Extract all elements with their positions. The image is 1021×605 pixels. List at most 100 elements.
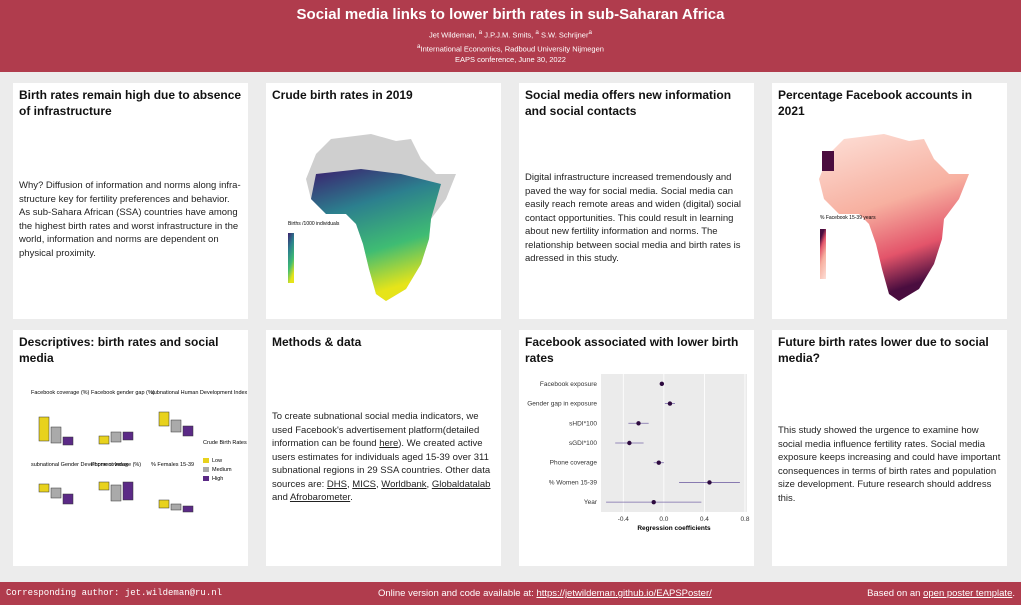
text: , (426, 478, 432, 490)
text: and (272, 492, 290, 503)
point (659, 381, 665, 387)
y-tick-label: Gender gap in exposure (527, 401, 597, 408)
x-axis-label: Regression coefficients (637, 525, 711, 532)
mark: a (417, 42, 421, 50)
legend-item: Medium (212, 467, 232, 473)
legend-item: High (212, 476, 223, 482)
header: Social media links to lower birth rates … (0, 0, 1021, 72)
map-region (822, 151, 834, 171)
mark: a (588, 29, 592, 36)
link[interactable]: Afrobarometer (289, 492, 351, 503)
link[interactable]: Globaldatalab (431, 478, 491, 490)
panel-text: To create subnational social media indic… (272, 410, 495, 505)
panel-title: Social media offers new information and … (525, 88, 732, 118)
panel: Social media offers new information and … (519, 83, 754, 319)
legend-swatch (203, 467, 209, 472)
legend-title: Crude Birth Rates (203, 440, 247, 446)
text: , (346, 478, 353, 490)
legend-bar (820, 229, 826, 279)
map-fill (311, 169, 441, 301)
footer-text: . (1012, 588, 1015, 599)
y-tick-label: Facebook exposure (540, 381, 597, 388)
x-tick-label: 0.0 (659, 516, 668, 523)
map-fill (819, 134, 969, 301)
link[interactable]: Worldbank (381, 478, 427, 490)
legend-title: Births /1000 individuals (288, 221, 340, 227)
panel-title: Future birth rates lower due to social m… (778, 335, 989, 365)
facet-title: Facebook gender gap (%) (91, 390, 155, 396)
boxes (38, 411, 194, 513)
y-tick-label: % Women 15-39 (549, 479, 598, 486)
point (707, 480, 712, 485)
text: , (376, 478, 382, 490)
facet-title: Facebook coverage (%) (31, 390, 90, 396)
panel-title: Birth rates remain high due to absence o… (19, 88, 242, 118)
panel: Descriptives: birth rates and social med… (13, 330, 248, 566)
legend-swatch (203, 476, 209, 481)
author: S.W. Schrijner (540, 30, 589, 40)
x-tick-label: -0.4 (618, 516, 630, 523)
link[interactable]: here (379, 438, 399, 449)
footer-text: Online version and code available at: (378, 588, 534, 599)
point (636, 421, 641, 426)
y-tick-label: sHDI*100 (569, 420, 597, 427)
title: Social media links to lower birth rates … (296, 6, 725, 23)
point (627, 440, 632, 446)
conference: EAPS conference, June 30, 2022 (455, 55, 566, 64)
footer-text: Based on an (867, 588, 921, 599)
facet-title: % Females 15-39 (151, 462, 194, 468)
footer-link[interactable]: https://jetwildeman.github.io/EAPSPoster… (536, 588, 712, 599)
panel-text: This study showed the urgence to examine… (778, 425, 1001, 504)
mark: a (478, 29, 483, 36)
legend-title: % Facebook 15-39 years (820, 215, 876, 221)
panel: Crude birth rates in 2019 Births /1000 i… (266, 83, 501, 319)
mark: a (535, 29, 539, 36)
y-tick-label: sGDI*100 (569, 440, 598, 447)
footer: Corresponding author: jet.wildeman@ru.nl… (0, 582, 1021, 605)
panel: Future birth rates lower due to social m… (772, 330, 1007, 566)
author: Jet Wildeman, (429, 30, 477, 40)
text: ). We created active users esti­mates fo… (272, 438, 491, 490)
point (651, 499, 656, 505)
coefficient-chart: -0.4 0.0 0.4 0.8 Regression coefficients Face… (527, 374, 750, 532)
point (656, 460, 661, 465)
panel: Methods & data To create subnational soc… (266, 330, 501, 566)
text: To create subnational social media indic… (272, 411, 480, 449)
link[interactable]: MICS (352, 478, 377, 490)
panel-title: Methods & data (272, 335, 362, 349)
footer-center: Online version and code available at: ht… (378, 582, 712, 605)
authors: Jet Wildeman, a J.P.J.M. Smits, a S.W. S… (0, 27, 1021, 41)
facet-title: Phone coverage (%) (91, 462, 141, 468)
affiliation-text: International Economics, Radboud Univers… (420, 44, 604, 53)
footer-link[interactable]: open poster template (923, 588, 1013, 599)
legend-bar (288, 233, 294, 283)
boxplots: Facebook coverage (%) Facebook gender ga… (31, 390, 248, 513)
point (667, 401, 673, 406)
text: . (350, 492, 353, 503)
x-tick-label: 0.8 (740, 516, 749, 523)
panel-text: Why? Diffusion of information and norms … (19, 180, 241, 259)
legend-swatch (203, 458, 209, 463)
map: % Facebook 15-39 years (819, 134, 969, 301)
facet-title: subnational Human Development Index (151, 390, 248, 396)
footer-left: Corresponding author: jet.wildeman@ru.nl (6, 588, 223, 598)
legend-item: Low (212, 458, 222, 464)
panel: Birth rates remain high due to absence o… (13, 83, 248, 319)
map: Births /1000 individuals (288, 134, 456, 301)
facet-title: subnational Gender Development Index (31, 462, 128, 468)
y-tick-label: Phone coverage (550, 460, 598, 467)
panel-title: Crude birth rates in 2019 (272, 88, 413, 102)
panel-title: Percentage Facebook accounts in 2021 (778, 88, 973, 118)
link[interactable]: DHS (326, 478, 347, 490)
panel-text: Digital infrastructure increased tremend… (525, 172, 741, 264)
footer-right: Based on an open poster template. (867, 582, 1015, 605)
panel: Facebook associated with lower birth rat… (519, 330, 754, 566)
author: J.P.J.M. Smits, (484, 30, 534, 40)
panel: Percentage Facebook accounts in 2021 % F… (772, 83, 1007, 319)
x-tick-label: 0.4 (700, 516, 709, 523)
affiliation: aInternational Economics, Radboud Univer… (0, 41, 1021, 55)
panel-title: Facebook associated with lower birth rat… (525, 335, 739, 365)
y-tick-label: Year (584, 499, 598, 506)
panel-title: Descriptives: birth rates and social med… (19, 335, 219, 365)
